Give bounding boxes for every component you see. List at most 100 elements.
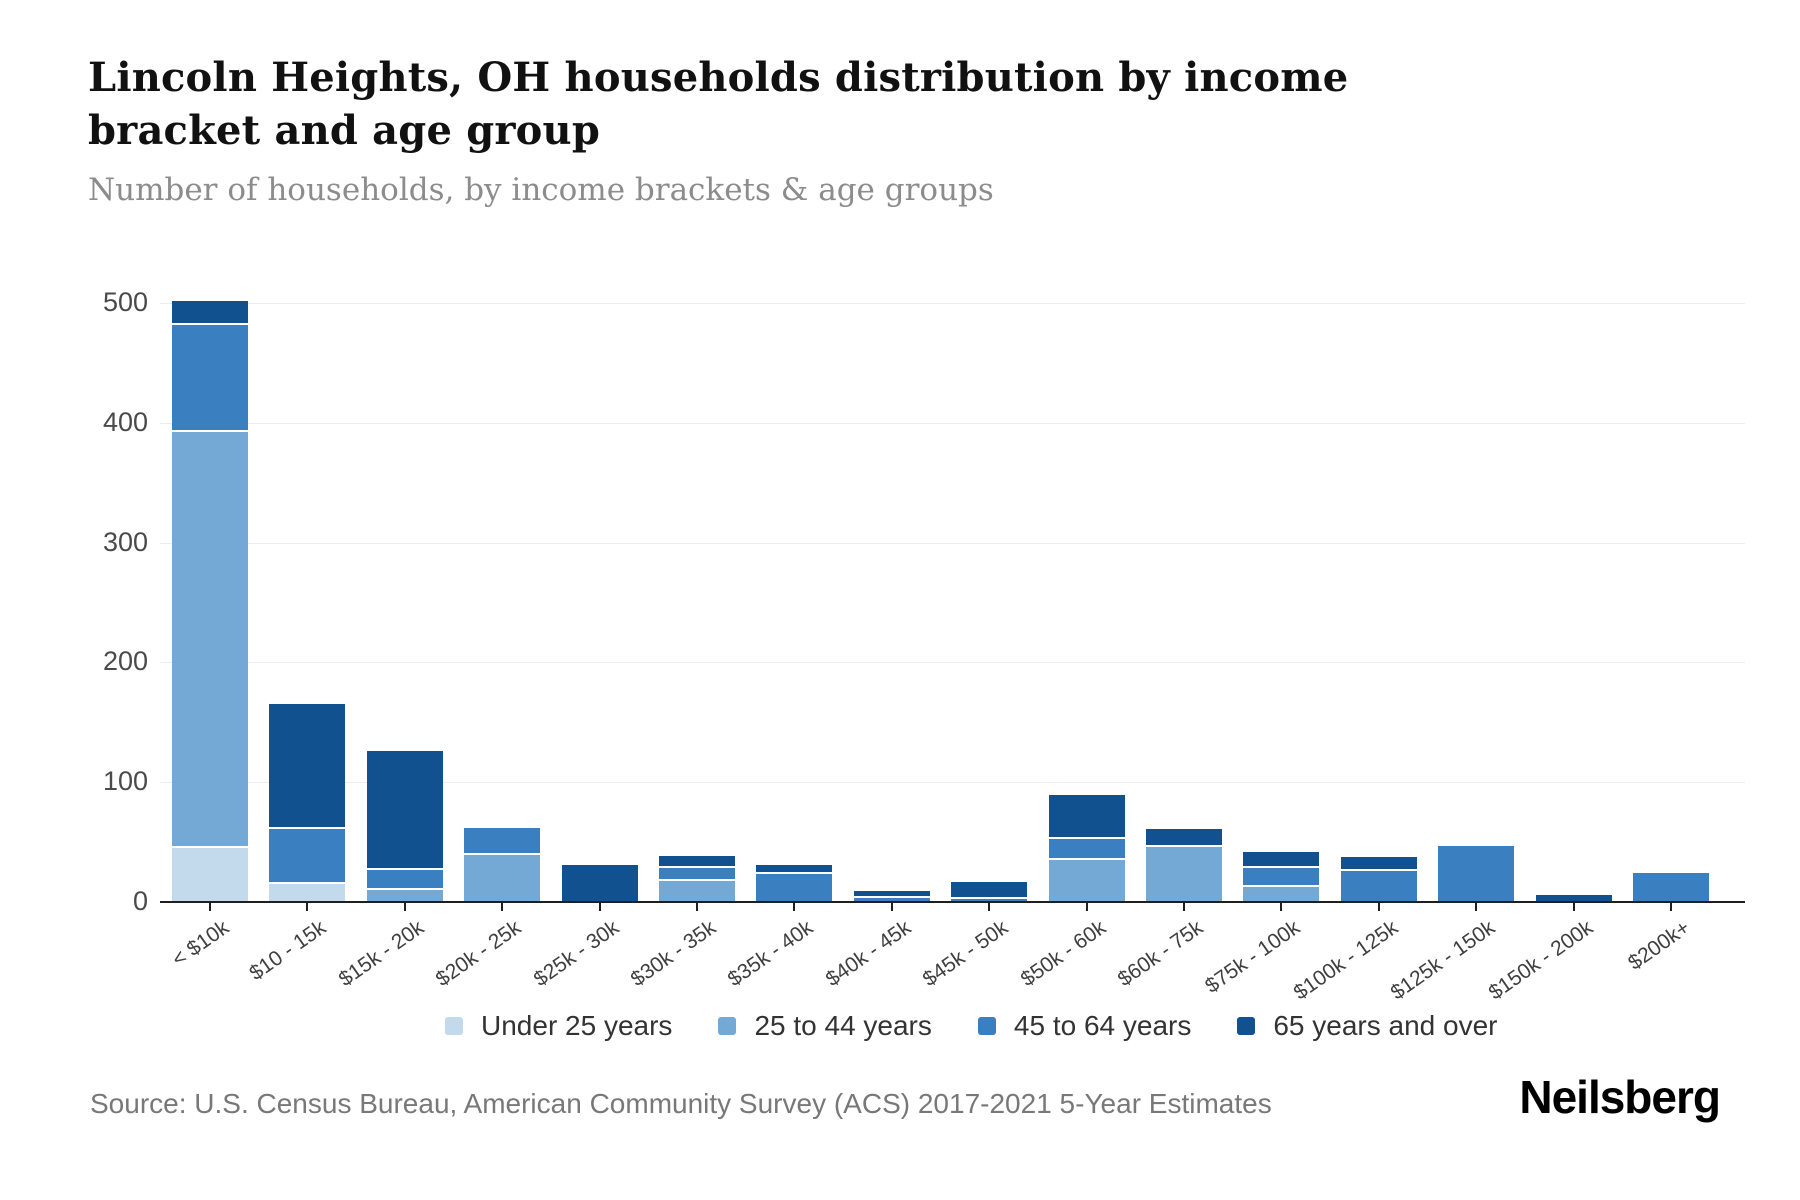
bar-13 <box>1340 856 1417 902</box>
bar-segment[interactable] <box>464 852 541 902</box>
bar-segment[interactable] <box>853 891 930 896</box>
legend-label: Under 25 years <box>481 1010 673 1041</box>
x-tick-label: $150k - 200k <box>1484 916 1597 1005</box>
x-tick <box>890 903 893 911</box>
x-tick <box>1085 903 1088 911</box>
x-tick-label: $10 - 15k <box>245 916 331 986</box>
bar-segment[interactable] <box>1243 866 1320 886</box>
gridline <box>160 662 1745 664</box>
x-tick <box>1183 903 1185 911</box>
x-tick-label: $20k - 25k <box>431 916 526 992</box>
x-tick-label: $45k - 50k <box>918 916 1013 992</box>
legend-swatch-icon <box>718 1017 737 1035</box>
bar-segment[interactable] <box>1535 894 1612 902</box>
x-tick <box>793 903 796 911</box>
bar-segment[interactable] <box>1340 868 1417 902</box>
bar-segment[interactable] <box>1438 845 1515 902</box>
y-tick-label: 400 <box>102 406 148 437</box>
y-tick-label: 500 <box>102 287 148 317</box>
x-tick-label: $35k - 40k <box>724 916 818 992</box>
x-tick-label: < $10k <box>167 916 234 972</box>
bar-11 <box>1146 828 1222 902</box>
bar-14 <box>1438 845 1515 902</box>
bar-segment[interactable] <box>951 897 1028 902</box>
y-tick-label: 100 <box>102 766 148 797</box>
bar-segment[interactable] <box>366 868 443 888</box>
bar-16 <box>1633 873 1709 902</box>
bar-segment[interactable] <box>1243 851 1320 867</box>
bar-segment[interactable] <box>464 827 541 853</box>
x-tick <box>696 903 698 911</box>
bar-12 <box>1243 851 1320 902</box>
bar-segment[interactable] <box>1243 885 1320 902</box>
legend-swatch-icon <box>977 1017 996 1035</box>
bar-3 <box>366 751 443 902</box>
x-tick-label: $60k - 75k <box>1113 916 1208 992</box>
x-tick <box>1670 903 1672 911</box>
bar-segment[interactable] <box>269 826 346 882</box>
gridline <box>160 303 1745 304</box>
source-note: Source: U.S. Census Bureau, American Com… <box>90 1088 1272 1119</box>
bar-8 <box>853 891 930 902</box>
gridline <box>160 782 1745 784</box>
bar-segment[interactable] <box>1146 828 1222 845</box>
legend-entry[interactable]: 25 to 44 years <box>718 1010 932 1042</box>
bar-1 <box>172 300 248 902</box>
x-tick-label: $50k - 60k <box>1016 916 1110 992</box>
page-subtitle: Number of households, by income brackets… <box>88 172 994 208</box>
bar-segment[interactable] <box>951 881 1028 898</box>
x-tick-label: $100k - 125k <box>1289 916 1402 1005</box>
bar-segment[interactable] <box>1146 844 1222 902</box>
bar-segment[interactable] <box>172 430 248 846</box>
bar-segment[interactable] <box>269 881 346 902</box>
x-tick <box>209 903 211 911</box>
x-tick <box>306 903 309 911</box>
bar-segment[interactable] <box>1340 856 1417 869</box>
x-tick <box>403 903 406 911</box>
x-tick-label: $30k - 35k <box>626 916 721 992</box>
bar-9 <box>951 881 1028 902</box>
x-tick <box>501 903 504 911</box>
bar-segment[interactable] <box>269 704 346 827</box>
bar-segment[interactable] <box>172 300 248 324</box>
bar-segment[interactable] <box>659 866 735 880</box>
x-tick <box>988 903 991 911</box>
bar-segment[interactable] <box>366 887 443 902</box>
bar-10 <box>1048 795 1125 902</box>
y-tick-label: 300 <box>102 526 148 557</box>
bar-segment[interactable] <box>756 864 833 873</box>
bar-segment[interactable] <box>1048 795 1125 838</box>
brand-logo: Neilsberg <box>1519 1071 1721 1123</box>
legend-label: 45 to 64 years <box>1013 1010 1192 1041</box>
x-tick-label: $125k - 150k <box>1386 916 1500 1005</box>
x-tick <box>1572 903 1575 911</box>
bar-segment[interactable] <box>1048 837 1125 858</box>
legend-label: 25 to 44 years <box>754 1010 932 1041</box>
bar-segment[interactable] <box>659 879 735 902</box>
bar-segment[interactable] <box>853 896 930 902</box>
bar-segment[interactable] <box>366 751 443 869</box>
legend-entry[interactable]: 65 years and over <box>1237 1010 1497 1042</box>
bar-5 <box>561 864 638 902</box>
legend-swatch-icon <box>445 1017 463 1035</box>
bar-segment[interactable] <box>756 872 833 902</box>
bar-segment[interactable] <box>1633 873 1709 902</box>
x-tick <box>598 903 601 911</box>
chart-plot-area <box>160 255 1745 902</box>
bar-segment[interactable] <box>1048 857 1125 902</box>
legend-entry[interactable]: Under 25 years <box>445 1010 672 1042</box>
bar-segment[interactable] <box>561 864 638 902</box>
chart-legend: Under 25 years 25 to 44 years 45 to 64 yea… <box>445 1010 1497 1042</box>
bar-15 <box>1535 894 1612 902</box>
legend-entry[interactable]: 45 to 64 years <box>977 1010 1192 1042</box>
bar-segment[interactable] <box>172 845 248 902</box>
y-tick-label: 0 <box>132 886 148 916</box>
y-tick-label: 200 <box>102 646 148 677</box>
page-title: Lincoln Heights, OH households distribut… <box>88 54 1349 154</box>
x-tick-label: $200k+ <box>1624 916 1695 975</box>
x-tick-label: $25k - 30k <box>529 916 623 992</box>
bar-4 <box>464 827 541 902</box>
bar-segment[interactable] <box>172 323 248 431</box>
x-tick <box>1280 903 1283 911</box>
bar-segment[interactable] <box>659 856 735 867</box>
